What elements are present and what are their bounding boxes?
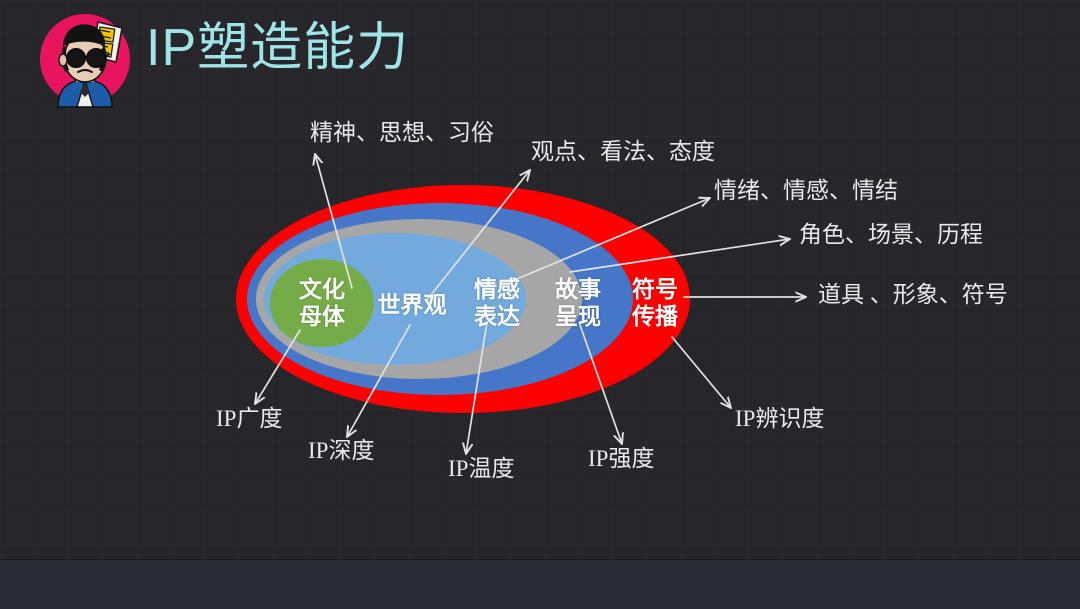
leader-warmth	[466, 321, 488, 454]
leader-view	[426, 170, 530, 301]
presenter-avatar	[36, 10, 134, 108]
ring-label-symbol: 符号 传播	[632, 276, 678, 329]
ring-label-worldview: 世界观	[377, 292, 447, 318]
ring-label-story: 故事 呈现	[555, 276, 601, 329]
leader-depth	[347, 324, 411, 437]
callout-depth: IP深度	[308, 438, 375, 463]
leader-recognition	[671, 336, 731, 408]
callout-role: 角色、场景、历程	[799, 222, 983, 247]
leader-breadth	[255, 329, 301, 404]
ring-culture	[270, 259, 374, 347]
callout-prop: 道具 、形象、符号	[818, 282, 1008, 307]
leader-strength	[579, 324, 622, 444]
callout-spirit: 精神、思想、习俗	[310, 120, 494, 145]
callout-view: 观点、看法、态度	[531, 139, 715, 164]
footer-band	[0, 559, 1080, 609]
callout-strength: IP强度	[588, 446, 655, 471]
callout-breadth: IP广度	[216, 406, 283, 431]
leader-spirit	[315, 154, 353, 289]
callout-warmth: IP温度	[448, 456, 515, 481]
callout-recognition: IP辨识度	[735, 406, 825, 431]
page-title: IP塑造能力	[146, 19, 410, 77]
ring-label-emotion: 情感 表达	[474, 276, 520, 329]
leader-emotion	[511, 198, 710, 282]
ring-label-culture: 文化 母体	[299, 276, 345, 329]
leader-role	[569, 239, 790, 273]
avatar-illustration	[40, 14, 130, 108]
callout-emotion: 情绪、情感、情结	[714, 178, 898, 203]
